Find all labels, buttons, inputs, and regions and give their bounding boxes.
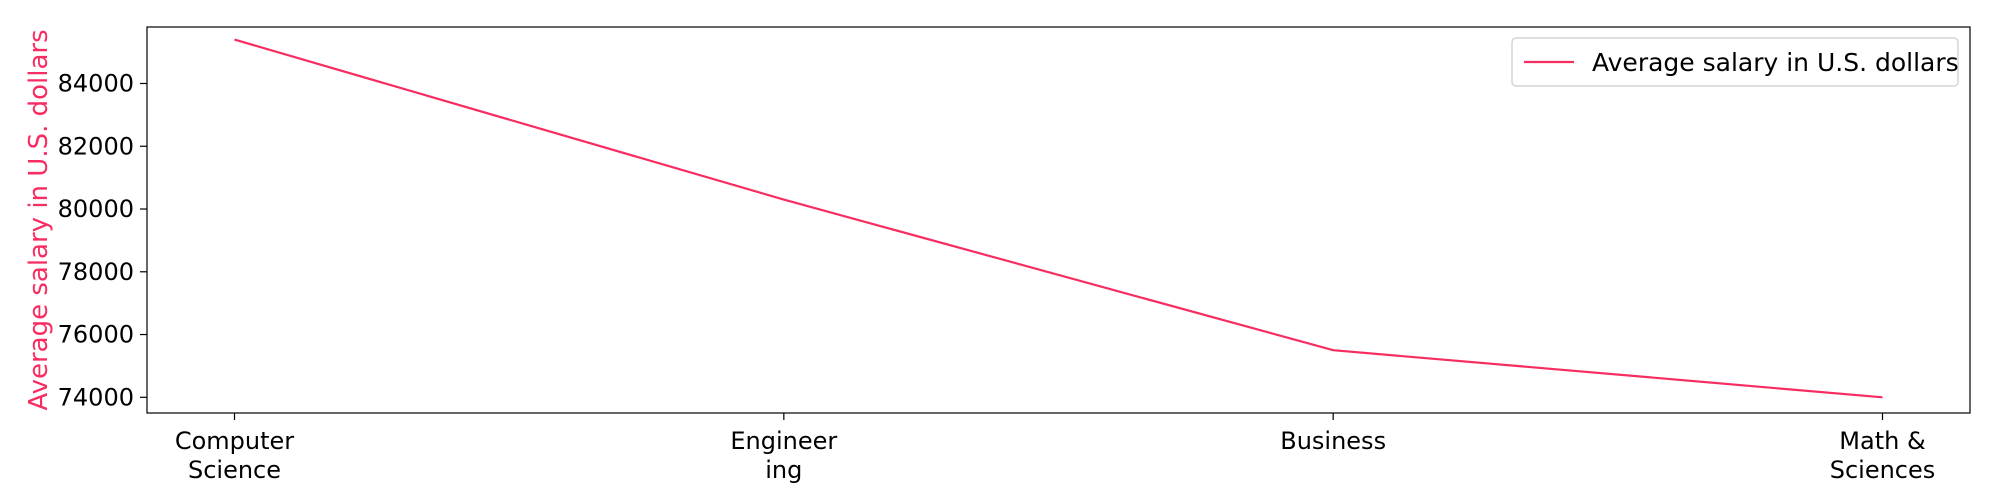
y-tick-label: 76000 (58, 321, 134, 349)
y-tick-label: 74000 (58, 383, 134, 411)
y-axis-title: Average salary in U.S. dollars (24, 29, 54, 410)
x-axis: Computer Science Engineer ing Business Math &… (175, 413, 1935, 484)
x-tick-label: Math & Sciences (1830, 427, 1936, 484)
y-tick-label: 78000 (58, 258, 134, 286)
series-line-average-salary (234, 38, 1883, 399)
y-tick-label: 84000 (58, 69, 134, 97)
y-axis: 74000 76000 78000 80000 82000 84000 (58, 69, 147, 411)
x-tick-label: Computer Science (175, 427, 294, 484)
legend: Average salary in U.S. dollars (1511, 37, 1959, 87)
legend-box (1511, 37, 1959, 87)
x-tick-label: Engineer ing (730, 427, 837, 484)
x-tick-label: Business (1280, 427, 1386, 455)
legend-label: Average salary in U.S. dollars (1592, 48, 1959, 77)
y-tick-label: 80000 (58, 195, 134, 223)
plot-frame (146, 26, 1971, 414)
y-tick-label: 82000 (58, 132, 134, 160)
